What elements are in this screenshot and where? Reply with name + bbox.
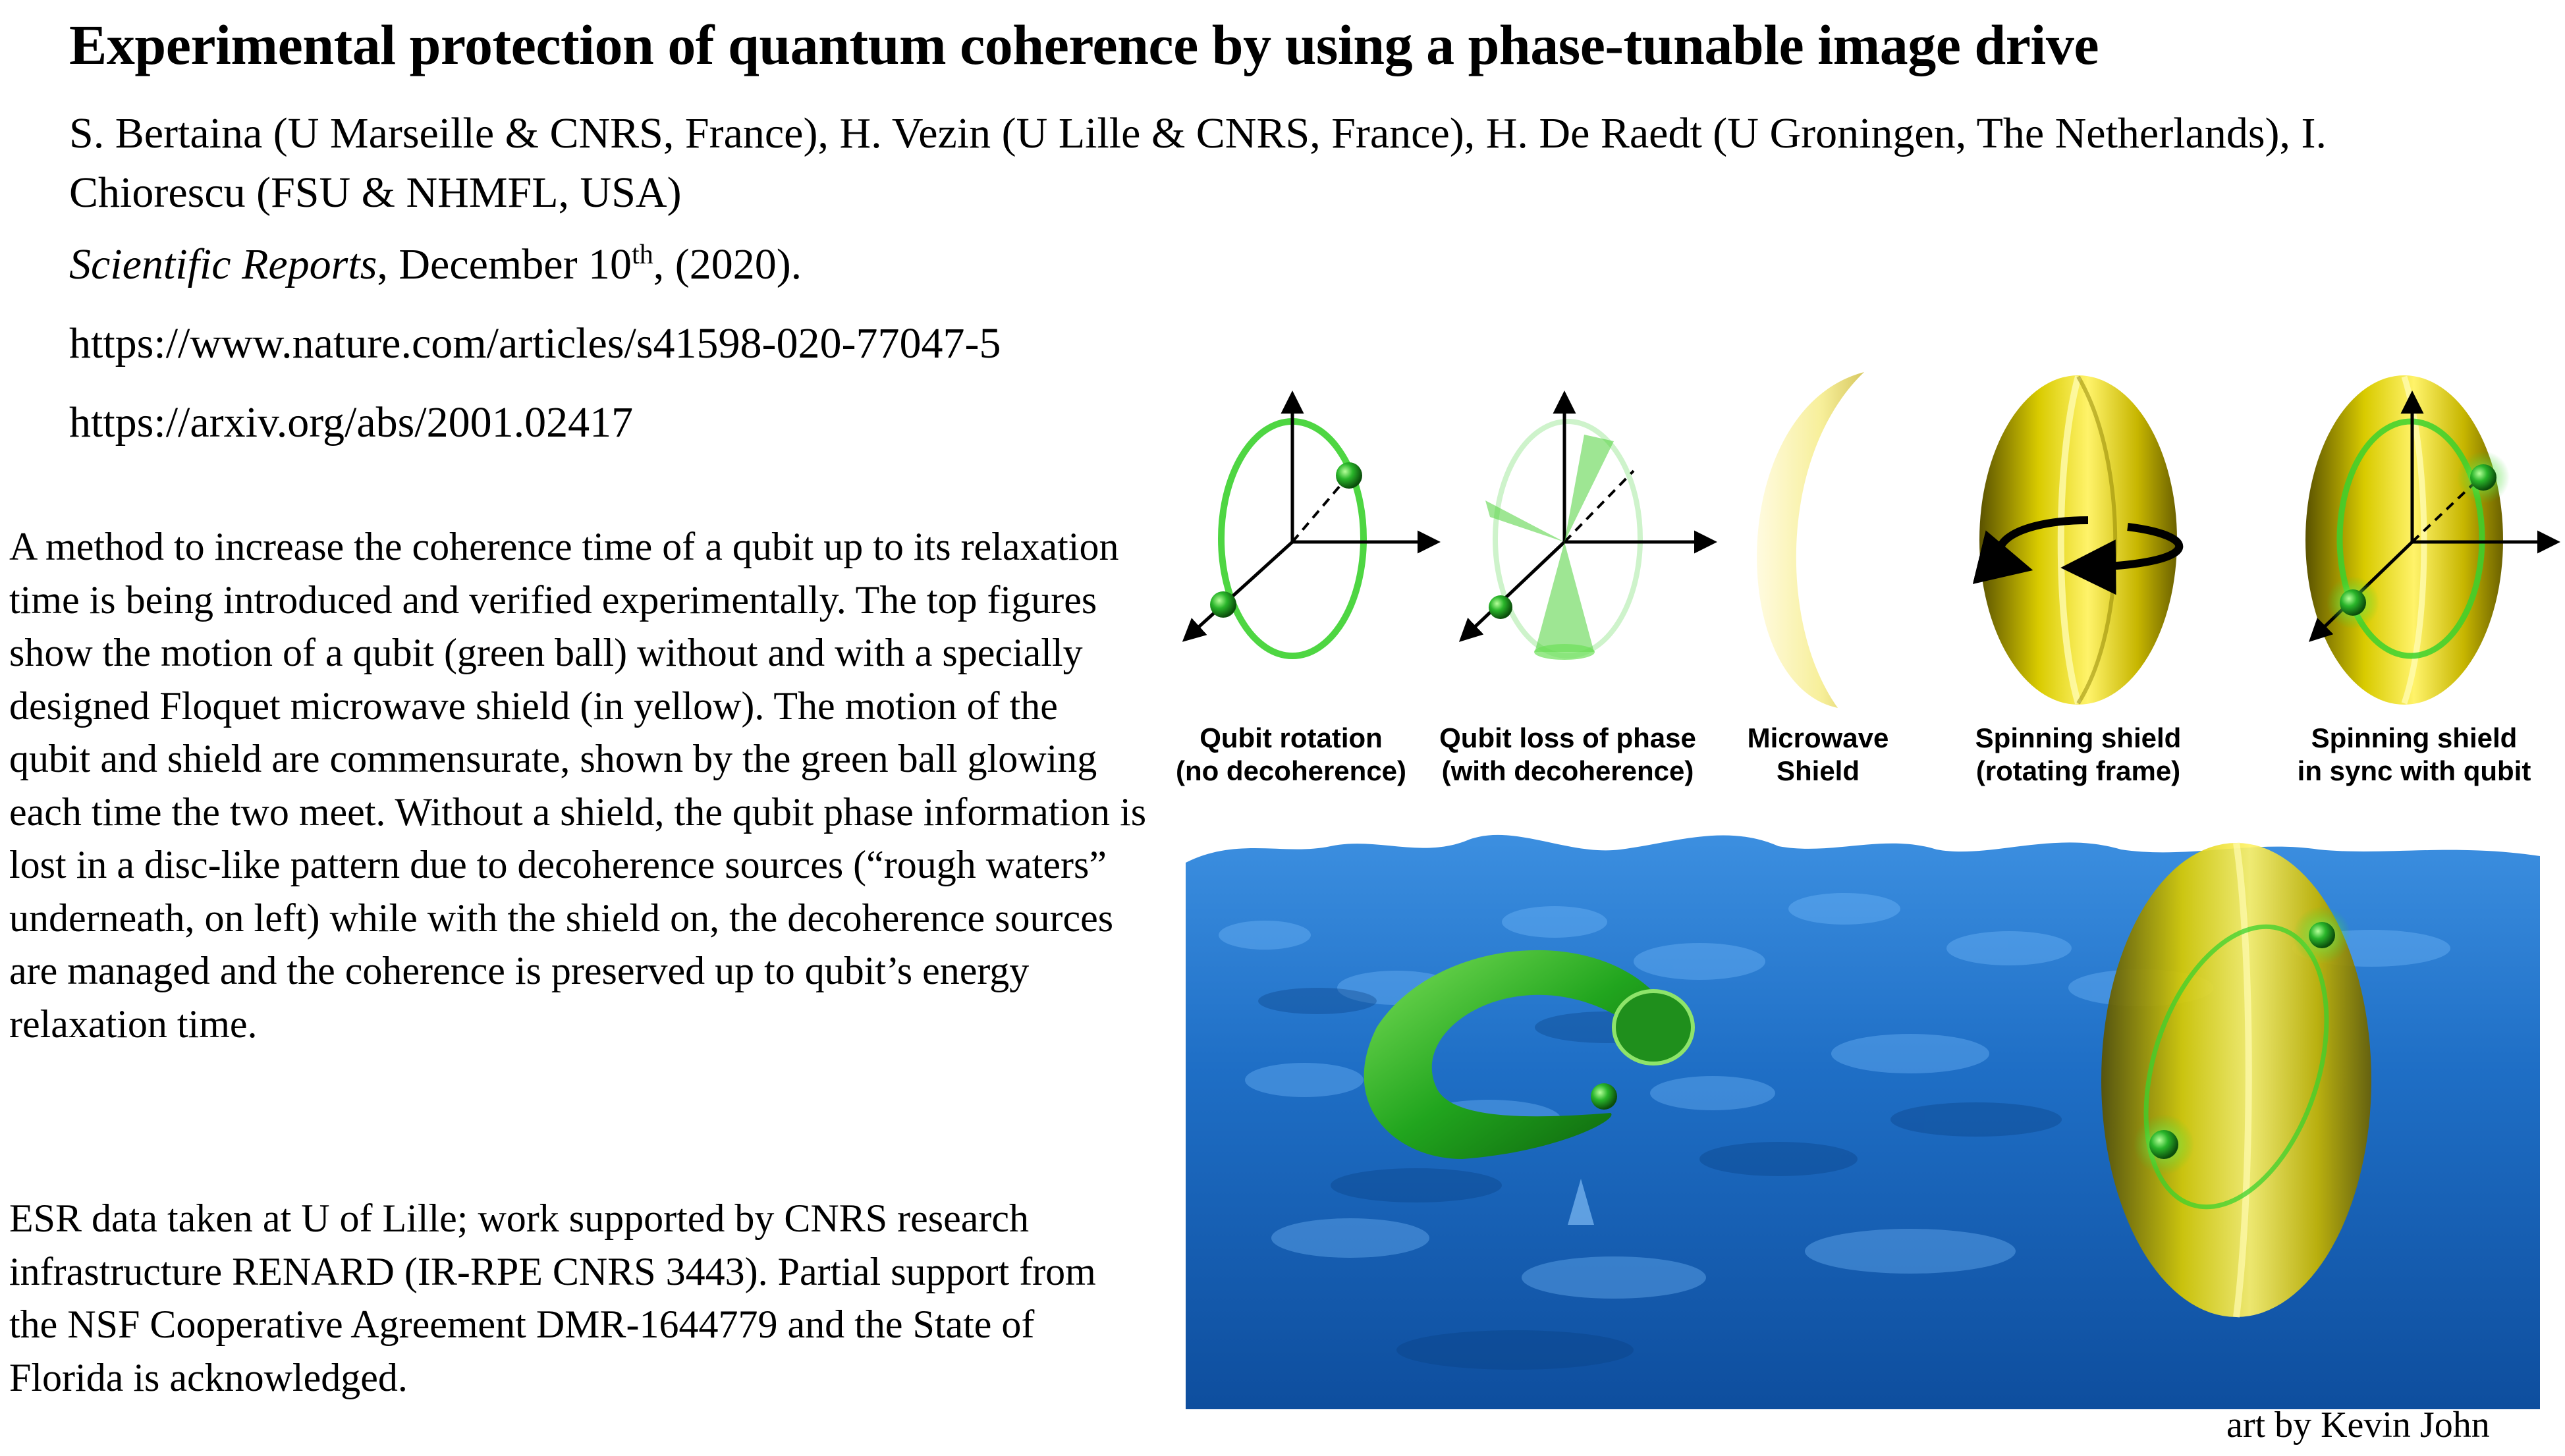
shield-over-water-illustration [2101, 842, 2371, 1318]
qubit-dephasing-icon [1458, 391, 1717, 660]
caption-line: Spinning shield [2311, 722, 2518, 753]
caption-spinning-shield-sync: Spinning shield in sync with qubit [2292, 722, 2536, 788]
caption-line: Qubit loss of phase [1439, 722, 1696, 753]
dephasing-tube-illustration [1364, 950, 1695, 1159]
caption-line: Spinning shield [1975, 722, 2182, 753]
qubit-rotation-icon [1182, 391, 1441, 659]
author-list: S. Bertaina (U Marseille & CNRS, France)… [69, 109, 2327, 217]
nature-link[interactable]: https://www.nature.com/articles/s41598-0… [69, 319, 1001, 367]
journal-date: , December 10 [377, 240, 632, 288]
abstract-paragraph: A method to increase the coherence time … [9, 525, 1147, 1046]
acknowledgment-paragraph: ESR data taken at U of Lille; work suppo… [9, 1197, 1096, 1399]
microwave-shield-icon [1757, 372, 1864, 708]
caption-line: Shield [1776, 755, 1860, 786]
caption-qubit-rotation: Qubit rotation (no decoherence) [1172, 722, 1410, 788]
caption-line: in sync with qubit [2297, 755, 2531, 786]
caption-qubit-loss-of-phase: Qubit loss of phase (with decoherence) [1436, 722, 1699, 788]
journal-date-suffix: th [632, 240, 653, 270]
caption-line: (rotating frame) [1975, 755, 2181, 786]
caption-line: (no decoherence) [1175, 755, 1407, 786]
synced-shield-icon [2305, 375, 2560, 705]
art-credit: art by Kevin John [2226, 1405, 2490, 1445]
spinning-shield-icon [1972, 375, 2184, 705]
page-title: Experimental protection of quantum coher… [69, 13, 2099, 76]
caption-microwave-shield: Microwave Shield [1739, 722, 1897, 788]
arxiv-link[interactable]: https://arxiv.org/abs/2001.02417 [69, 398, 634, 446]
caption-spinning-shield: Spinning shield (rotating frame) [1966, 722, 2190, 788]
journal-citation: Scientific Reports, December 10th, (2020… [69, 240, 802, 290]
caption-line: Microwave [1747, 722, 1889, 753]
journal-name: Scientific Reports [69, 240, 377, 288]
caption-line: Qubit rotation [1200, 722, 1383, 753]
caption-line: (with decoherence) [1441, 755, 1694, 786]
journal-year: , (2020). [653, 240, 802, 288]
